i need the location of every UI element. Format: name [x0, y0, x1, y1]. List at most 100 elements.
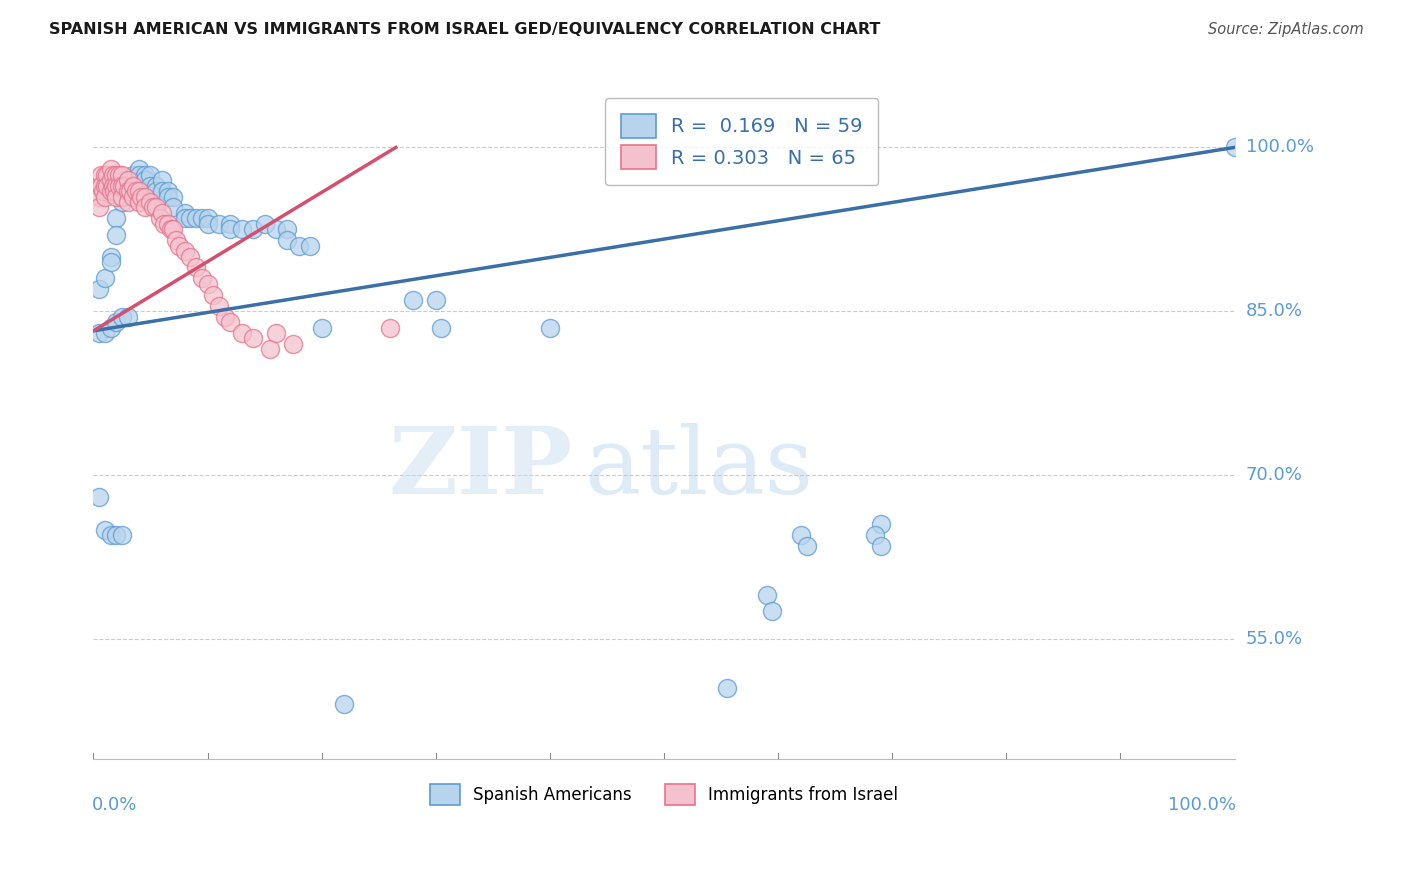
- Point: [264, 222, 287, 236]
- Point: [111, 310, 134, 324]
- Text: 0.0%: 0.0%: [93, 796, 138, 814]
- Point: [142, 201, 165, 215]
- Text: 55.0%: 55.0%: [1246, 630, 1303, 648]
- Point: [184, 260, 207, 275]
- Point: [124, 184, 146, 198]
- Point: [128, 162, 150, 177]
- Point: [430, 320, 453, 334]
- Point: [191, 271, 214, 285]
- Point: [167, 238, 190, 252]
- Point: [790, 528, 813, 542]
- Point: [94, 271, 117, 285]
- Point: [333, 697, 356, 711]
- Point: [149, 211, 172, 226]
- Point: [863, 528, 886, 542]
- Point: [156, 184, 179, 198]
- Point: [103, 184, 125, 198]
- Point: [259, 343, 281, 357]
- Point: [122, 168, 145, 182]
- Point: [105, 227, 128, 242]
- Point: [90, 178, 112, 193]
- Point: [156, 189, 179, 203]
- Point: [150, 206, 173, 220]
- Point: [231, 326, 253, 340]
- Point: [219, 315, 242, 329]
- Point: [796, 539, 818, 553]
- Point: [755, 588, 778, 602]
- Point: [101, 178, 124, 193]
- Point: [100, 320, 122, 334]
- Point: [288, 238, 311, 252]
- Point: [173, 206, 195, 220]
- Point: [202, 287, 225, 301]
- Point: [139, 194, 162, 209]
- Point: [122, 173, 145, 187]
- Text: atlas: atlas: [583, 423, 813, 513]
- Point: [94, 523, 117, 537]
- Point: [869, 539, 891, 553]
- Point: [105, 315, 128, 329]
- Text: Source: ZipAtlas.com: Source: ZipAtlas.com: [1208, 22, 1364, 37]
- Point: [231, 222, 253, 236]
- Point: [89, 201, 111, 215]
- Point: [162, 222, 184, 236]
- Point: [299, 238, 322, 252]
- Text: 70.0%: 70.0%: [1246, 466, 1302, 484]
- Text: 100.0%: 100.0%: [1168, 796, 1236, 814]
- Point: [122, 184, 145, 198]
- Point: [128, 168, 150, 182]
- Point: [761, 604, 783, 618]
- Point: [101, 168, 124, 182]
- Point: [197, 217, 219, 231]
- Point: [179, 250, 201, 264]
- Point: [162, 189, 184, 203]
- Point: [253, 217, 276, 231]
- Point: [91, 184, 114, 198]
- Point: [100, 250, 122, 264]
- Point: [197, 277, 219, 291]
- Point: [89, 490, 111, 504]
- Point: [100, 162, 122, 177]
- Point: [173, 211, 195, 226]
- Point: [869, 517, 891, 532]
- Point: [117, 184, 139, 198]
- Point: [716, 681, 738, 695]
- Point: [89, 326, 111, 340]
- Point: [105, 189, 128, 203]
- Point: [1223, 140, 1246, 154]
- Point: [134, 173, 156, 187]
- Point: [111, 168, 134, 182]
- Point: [131, 189, 153, 203]
- Point: [117, 194, 139, 209]
- Point: [107, 168, 129, 182]
- Text: ZIP: ZIP: [388, 423, 572, 513]
- Point: [281, 337, 304, 351]
- Point: [538, 320, 561, 334]
- Point: [122, 178, 145, 193]
- Point: [128, 178, 150, 193]
- Point: [100, 173, 122, 187]
- Point: [112, 178, 135, 193]
- Point: [208, 299, 231, 313]
- Point: [134, 168, 156, 182]
- Point: [165, 233, 187, 247]
- Point: [311, 320, 333, 334]
- Point: [139, 178, 162, 193]
- Point: [107, 178, 129, 193]
- Point: [105, 178, 128, 193]
- Point: [128, 184, 150, 198]
- Point: [117, 178, 139, 193]
- Text: 100.0%: 100.0%: [1246, 138, 1313, 156]
- Point: [242, 331, 264, 345]
- Point: [191, 211, 214, 226]
- Point: [276, 233, 298, 247]
- Point: [179, 211, 201, 226]
- Point: [100, 255, 122, 269]
- Point: [89, 282, 111, 296]
- Point: [111, 189, 134, 203]
- Point: [111, 528, 134, 542]
- Point: [242, 222, 264, 236]
- Point: [89, 178, 111, 193]
- Point: [105, 168, 128, 182]
- Legend: Spanish Americans, Immigrants from Israel: Spanish Americans, Immigrants from Israe…: [423, 778, 905, 812]
